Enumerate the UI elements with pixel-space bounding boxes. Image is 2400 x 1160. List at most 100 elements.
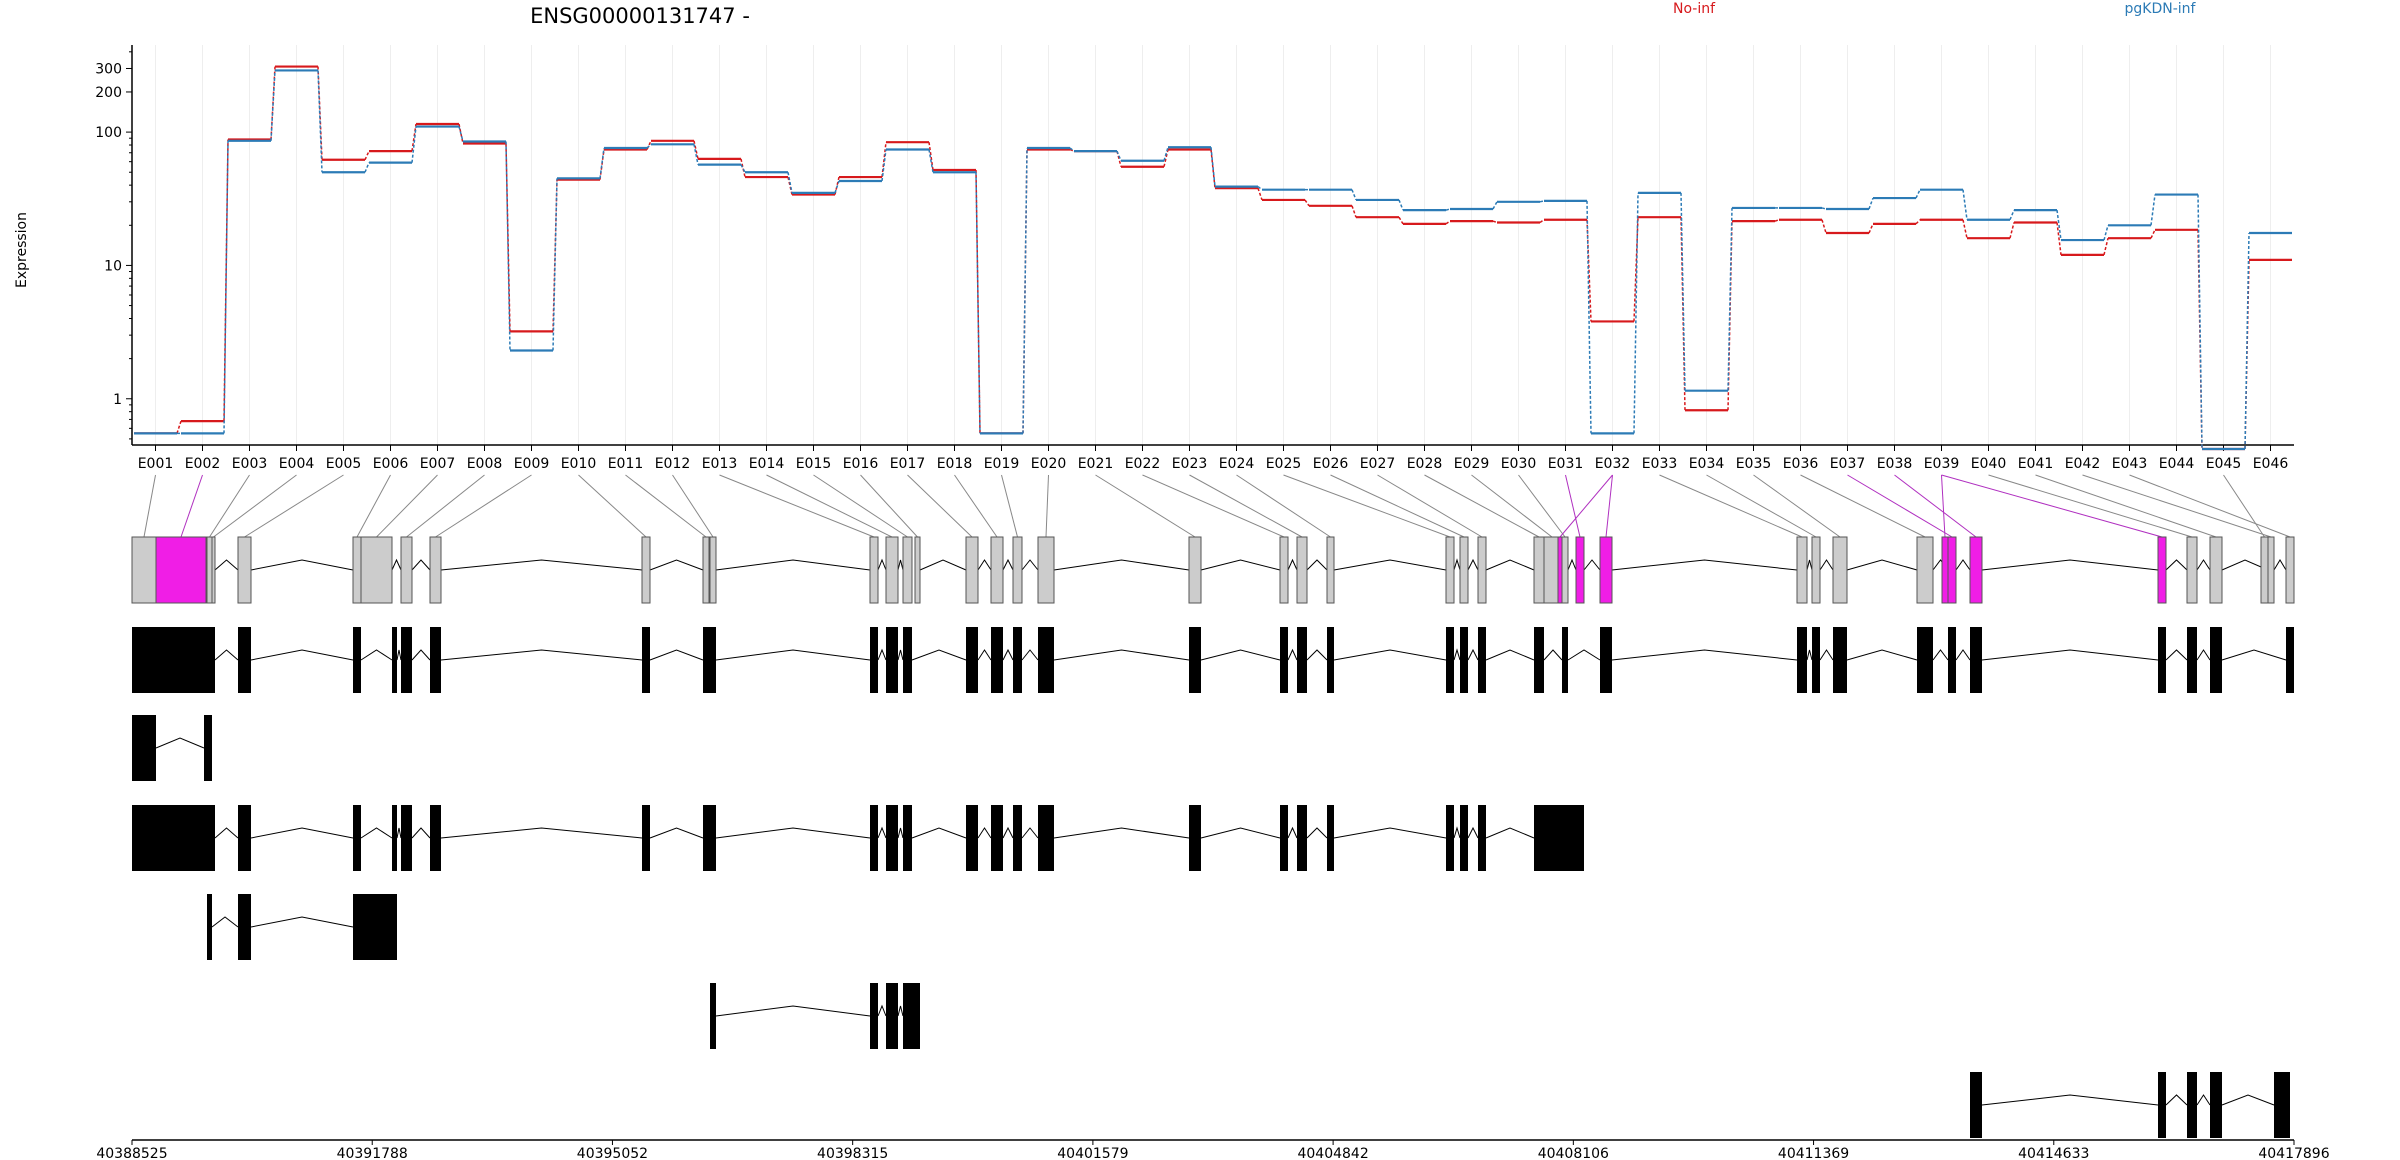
exon-connector-e017	[907, 474, 973, 538]
series-no-inf-connector	[1539, 219, 1545, 224]
exon-connector-e015	[813, 474, 908, 538]
x-tick-label-e042: E042	[2065, 456, 2101, 472]
transcript-6-intron	[2196, 1094, 2211, 1106]
exon-connector-e043	[2129, 474, 2291, 538]
transcript-1-intron	[360, 649, 393, 661]
x-tick-label-e045: E045	[2206, 456, 2242, 472]
transcript-6-intron	[2221, 1094, 2275, 1106]
x-tick-label-e019: E019	[984, 456, 1020, 472]
transcript-1-intron	[911, 649, 967, 661]
transcript-tracks	[132, 627, 2294, 1138]
genomic-tick-label: 40414633	[2018, 1146, 2089, 1160]
series-pgkdn-inf-connector	[458, 126, 464, 142]
x-tick-label-e027: E027	[1360, 456, 1396, 472]
series-no-inf-connector	[1398, 216, 1404, 225]
gene-model-exon-e011	[702, 536, 710, 604]
transcript-3-exon	[966, 805, 978, 871]
exon-connector-e027	[1377, 474, 1483, 538]
x-tick-label-e040: E040	[1971, 456, 2007, 472]
transcript-5-exon	[870, 983, 878, 1049]
series-pgkdn-inf-connector	[2009, 209, 2015, 221]
gene-model-exon-e004	[211, 536, 216, 604]
gene-model-exon-e039	[2157, 536, 2167, 604]
exon-connector-e012	[672, 474, 714, 538]
series-no-inf-connector	[458, 123, 464, 144]
gene-model-intron	[1021, 559, 1039, 571]
series-no-inf-connector	[223, 139, 229, 422]
series-pgkdn-inf-connector	[1398, 199, 1404, 211]
x-tick-label-e037: E037	[1830, 456, 1866, 472]
series-no-inf-connector	[693, 140, 699, 160]
series-pgkdn-inf-connector	[740, 164, 746, 173]
y-tick-label: 1	[113, 392, 122, 408]
gene-model-exon-e028	[1533, 536, 1545, 604]
gene-model-exon-e038	[1969, 536, 1983, 604]
transcript-3-exon	[1013, 805, 1022, 871]
gene-model-exon-e008	[400, 536, 413, 604]
transcript-3-intron	[250, 827, 354, 839]
exon-connector-e004	[213, 474, 297, 538]
exon-connector-e039	[1941, 474, 2163, 538]
exon-connector-e030	[1518, 474, 1566, 538]
gene-model-exon-e043	[2285, 536, 2295, 604]
series-no-inf-connector	[1492, 220, 1498, 224]
transcript-1-exon	[1833, 627, 1847, 693]
transcript-3-intron	[897, 827, 904, 839]
series-no-inf-connector	[1351, 205, 1357, 218]
exon-connector-e013	[719, 474, 875, 538]
transcript-1-intron	[1981, 649, 2159, 661]
gene-model-intron	[2273, 559, 2287, 571]
transcript-6-intron	[1981, 1094, 2159, 1106]
series-pgkdn-inf-connector	[881, 149, 887, 182]
gene-model-exon-e041	[2209, 536, 2223, 604]
exon-connector-e002	[180, 474, 203, 538]
x-tick-label-e030: E030	[1501, 456, 1537, 472]
gene-model-exon-e021	[1188, 536, 1202, 604]
series-no-inf-connector	[2056, 222, 2062, 255]
gene-model-intron	[1200, 559, 1281, 571]
transcript-5-exon	[886, 983, 898, 1049]
gene-model-intron	[1306, 559, 1328, 571]
transcript-1-intron	[1467, 648, 1479, 661]
series-pgkdn-inf-connector	[364, 162, 370, 173]
gene-model-intron	[391, 558, 402, 571]
series-no-inf-connector	[1257, 187, 1263, 201]
series-pgkdn-inf-connector	[223, 140, 229, 434]
gene-model-intron	[1453, 558, 1461, 571]
transcript-1-exon	[642, 627, 650, 693]
x-tick-label-e043: E043	[2112, 456, 2148, 472]
series-pgkdn-inf-connector	[787, 172, 793, 194]
gene-model-intron	[1467, 558, 1479, 571]
transcript-1-intron	[897, 649, 904, 661]
transcript-1-exon	[1013, 627, 1022, 693]
transcript-3-exon	[903, 805, 912, 871]
transcript-5-exon	[710, 983, 716, 1049]
transcript-3-intron	[877, 826, 887, 839]
transcript-3-exon	[1038, 805, 1054, 871]
gene-model-intron	[1955, 559, 1971, 571]
gene-model-intron	[2165, 559, 2188, 571]
gene-model-exon-e035	[1832, 536, 1848, 604]
transcript-3-intron	[440, 827, 643, 839]
exon-connector-e028	[1424, 474, 1540, 538]
series-no-inf-connector	[364, 150, 370, 161]
transcript-1-intron	[214, 649, 239, 661]
gene-model-exon-e003	[206, 536, 213, 604]
genomic-tick-label: 40401579	[1057, 1146, 1128, 1160]
genomic-tick-label: 40417896	[2258, 1146, 2329, 1160]
gene-model-exon-e032	[1599, 536, 1613, 604]
exon-connector-e008	[406, 474, 485, 538]
gene-model-intron	[1846, 559, 1918, 571]
series-no-inf-connector	[1962, 219, 1968, 239]
x-tick-label-e006: E006	[373, 456, 409, 472]
exon-connector-e032	[1605, 474, 1613, 538]
x-tick-label-e002: E002	[185, 456, 221, 472]
x-tick-label-e041: E041	[2018, 456, 2054, 472]
exon-connector-e032	[1559, 474, 1613, 538]
exon-connector-e018	[954, 474, 998, 538]
transcript-4-exon	[353, 894, 397, 960]
x-tick-label-e011: E011	[608, 456, 644, 472]
series-pgkdn-inf-connector	[834, 180, 840, 194]
exon-connector-e003	[209, 474, 250, 538]
x-tick-label-e044: E044	[2159, 456, 2195, 472]
